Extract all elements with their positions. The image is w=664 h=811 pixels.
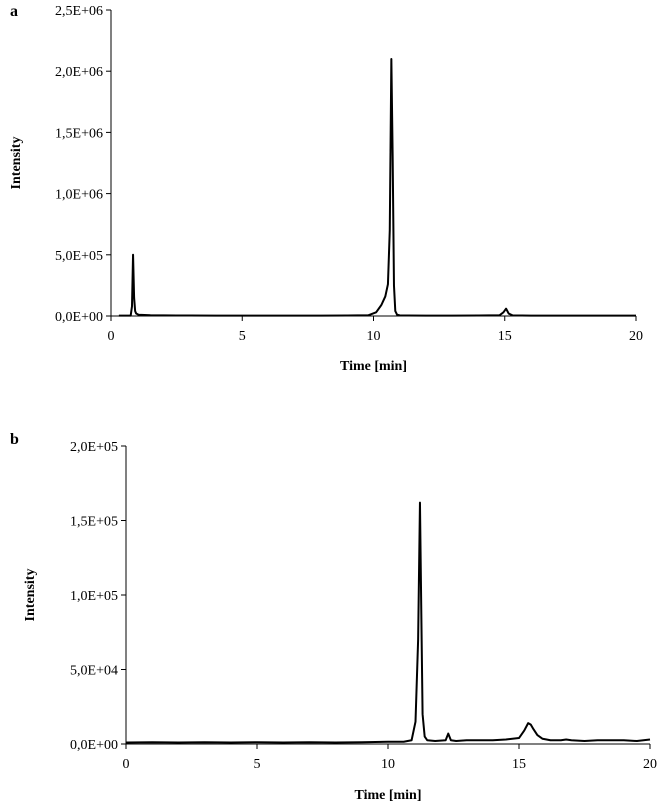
x-tick-label: 10 [381, 757, 395, 772]
y-tick-label: 5,0E+04 [70, 664, 118, 679]
y-tick-label: 2,0E+05 [70, 440, 118, 455]
x-tick-label: 0 [123, 757, 130, 772]
panel-label: b [10, 431, 19, 448]
x-axis-title: Time [min] [354, 788, 421, 803]
y-tick-label: 0,0E+00 [70, 738, 118, 753]
y-tick-label: 1,0E+06 [55, 188, 103, 203]
y-tick-label: 0,0E+00 [55, 310, 103, 325]
x-tick-label: 15 [498, 329, 512, 344]
chart-panel-a: a 0,0E+00 5,0E+05 1,0E+06 1,5E+06 2,0E+06 2,5E… [9, 3, 643, 374]
x-tick-label: 20 [629, 329, 643, 344]
x-axis-title: Time [min] [340, 359, 407, 374]
series-line [125, 501, 651, 744]
x-tick-label: 0 [108, 329, 115, 344]
x-tick-label: 20 [643, 757, 657, 772]
y-tick-label: 5,0E+05 [55, 249, 103, 264]
y-tick-label: 1,5E+06 [55, 126, 103, 141]
panel-label: a [10, 3, 18, 20]
y-axis-title: Intensity [23, 569, 38, 622]
x-tick-label: 15 [512, 757, 526, 772]
y-tick-label: 1,5E+05 [70, 515, 118, 530]
y-axis-title: Intensity [9, 137, 24, 190]
x-tick-label: 5 [254, 757, 261, 772]
y-tick-label: 1,0E+05 [70, 589, 118, 604]
x-tick-label: 10 [367, 329, 381, 344]
y-tick-label: 2,0E+06 [55, 65, 103, 80]
chart-panel-b: b 0,0E+00 5,0E+04 1,0E+05 1,5E+05 2,0E+05 0 5 10… [10, 431, 657, 803]
y-tick-label: 2,5E+06 [55, 4, 103, 19]
series-line [118, 57, 636, 317]
x-tick-label: 5 [239, 329, 246, 344]
